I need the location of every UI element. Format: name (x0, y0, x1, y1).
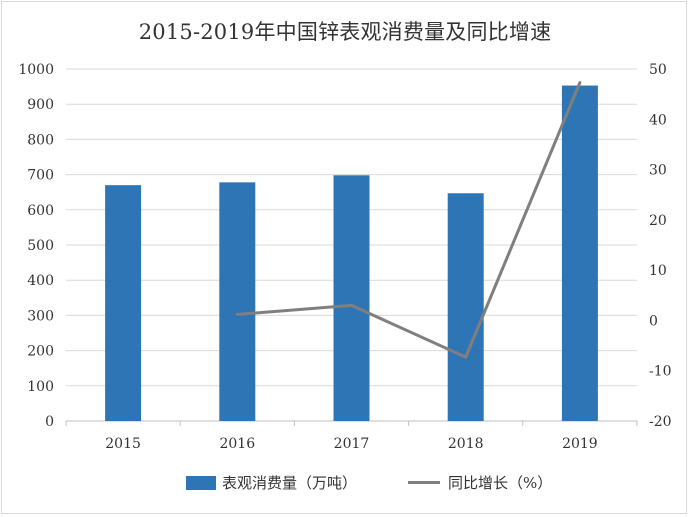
left-tick-1000: 1000 (18, 62, 54, 78)
right-tick-50: 50 (649, 62, 667, 78)
left-tick-900: 900 (27, 97, 54, 113)
legend-label-line: 同比增长（%） (448, 474, 553, 492)
growth-line (235, 81, 582, 359)
x-tick-2016: 2016 (219, 436, 255, 452)
left-tick-700: 700 (27, 168, 54, 184)
bar-2017 (333, 175, 370, 421)
left-tick-800: 800 (27, 132, 54, 148)
right-tick-40: 40 (649, 112, 667, 128)
right-axis-ticks: -20 -10 0 10 20 30 40 50 (649, 62, 672, 430)
left-tick-400: 400 (27, 273, 54, 289)
legend: 表观消费量（万吨） 同比增长（%） (0, 472, 690, 494)
left-tick-200: 200 (27, 344, 54, 360)
right-tick-10: 10 (649, 263, 667, 279)
bar-series (105, 85, 598, 421)
left-tick-500: 500 (27, 238, 54, 254)
left-tick-0: 0 (45, 414, 54, 430)
bar-2019 (561, 85, 598, 421)
legend-swatch-bar (186, 475, 216, 490)
x-tick-2019: 2019 (562, 436, 598, 452)
bar-2016 (219, 182, 256, 421)
left-tick-300: 300 (27, 308, 54, 324)
legend-label-bar: 表观消费量（万吨） (222, 474, 358, 492)
legend-item-bar: 表观消费量（万吨） (186, 472, 357, 493)
right-tick--20: -20 (649, 414, 672, 430)
legend-swatch-line (408, 481, 440, 484)
left-tick-600: 600 (27, 203, 54, 219)
x-tick-2017: 2017 (334, 436, 370, 452)
legend-item-line: 同比增长（%） (408, 472, 552, 493)
right-tick-20: 20 (649, 213, 667, 229)
right-tick--10: -10 (649, 364, 672, 380)
left-tick-100: 100 (27, 379, 54, 395)
bar-2018 (447, 193, 484, 421)
x-axis-ticks: 2015 2016 2017 2018 2019 (105, 436, 597, 452)
left-axis-ticks: 0 100 200 300 400 500 600 700 800 900 1000 (18, 62, 54, 430)
chart-title: 2015-2019年中国锌表观消费量及同比增速 (138, 20, 552, 44)
bar-2015 (105, 185, 142, 421)
line-series (235, 81, 582, 359)
x-tick-2018: 2018 (448, 436, 484, 452)
x-tick-2015: 2015 (105, 436, 141, 452)
right-tick-30: 30 (649, 163, 667, 179)
right-tick-0: 0 (649, 313, 658, 329)
